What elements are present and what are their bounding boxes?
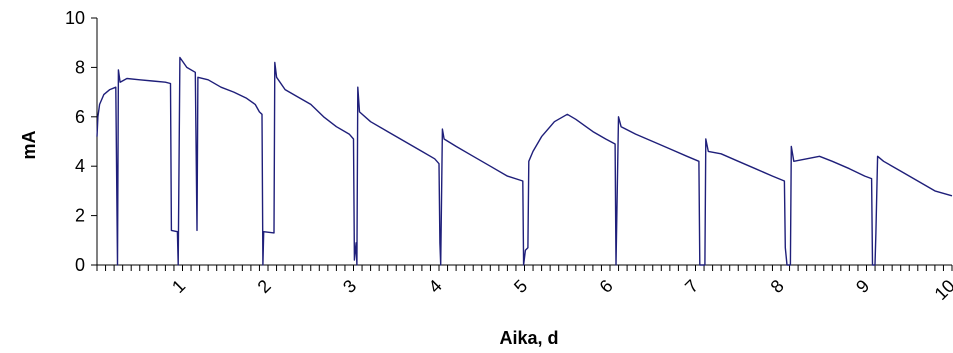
x-tick-labels: 1 2 3 4 5 6 7 8 9 10 bbox=[168, 276, 953, 304]
y-tick-label: 6 bbox=[75, 107, 85, 127]
x-tick-label: 9 bbox=[852, 276, 873, 297]
series-layer bbox=[96, 56, 953, 266]
y-tick-label: 8 bbox=[75, 57, 85, 77]
y-axis-title: mA bbox=[19, 130, 39, 159]
y-tick-label: 10 bbox=[65, 8, 85, 28]
x-tick-label: 7 bbox=[681, 276, 702, 297]
x-tick-label: 4 bbox=[425, 276, 446, 297]
y-tick-label: 0 bbox=[75, 255, 85, 275]
x-tick-label: 10 bbox=[931, 276, 953, 304]
y-tick-label: 2 bbox=[75, 206, 85, 226]
x-tick-label: 8 bbox=[767, 276, 788, 297]
y-tick-label: 4 bbox=[75, 156, 85, 176]
x-tick-label: 1 bbox=[168, 276, 189, 297]
axes bbox=[91, 17, 953, 271]
x-axis-title: Aika, d bbox=[499, 328, 558, 348]
x-tick-label: 5 bbox=[510, 276, 531, 297]
x-tick-label: 6 bbox=[596, 276, 617, 297]
x-tick-label: 2 bbox=[254, 276, 275, 297]
y-tick-labels: 0 2 4 6 8 10 bbox=[65, 8, 85, 275]
x-tick-label: 3 bbox=[339, 276, 360, 297]
series-line-0 bbox=[96, 56, 953, 266]
